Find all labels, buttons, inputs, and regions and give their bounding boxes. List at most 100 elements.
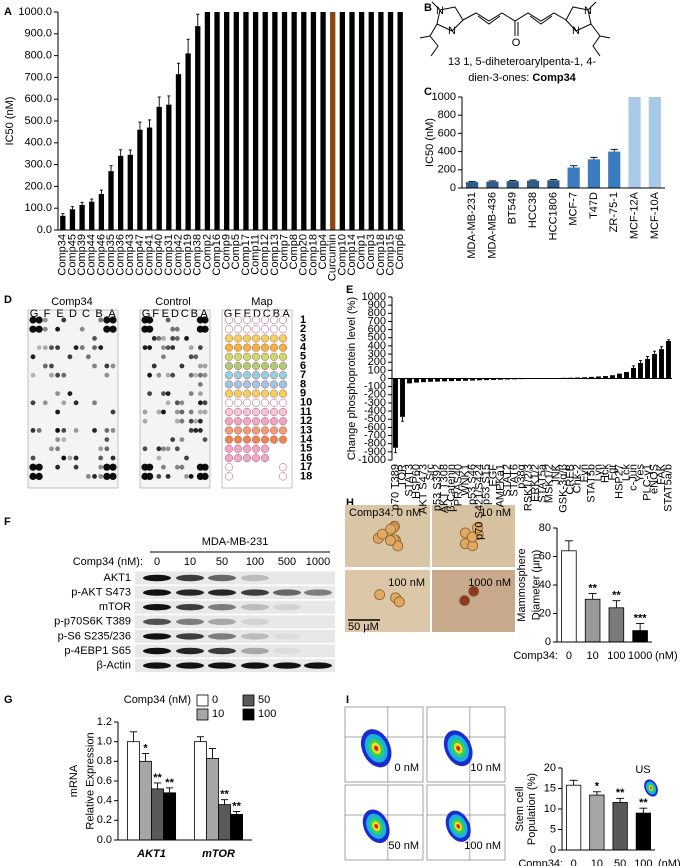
y-tick-label: 500 bbox=[368, 332, 386, 344]
array-map-spot bbox=[251, 371, 261, 380]
x-tick-label: Comp18 bbox=[307, 234, 319, 276]
y-tick-label: 600 bbox=[368, 324, 386, 336]
bar bbox=[491, 378, 496, 380]
array-map-spot bbox=[251, 315, 261, 325]
sec-butyl bbox=[590, 23, 601, 57]
blot-band bbox=[176, 662, 204, 669]
cell bbox=[392, 540, 404, 552]
array-column-label: C bbox=[181, 308, 189, 320]
bar bbox=[400, 378, 405, 417]
array-map-spot bbox=[224, 334, 234, 343]
y-tick-label: 0 bbox=[545, 636, 551, 648]
array-spot bbox=[184, 474, 189, 479]
array-spot bbox=[98, 455, 104, 461]
bar bbox=[79, 204, 85, 230]
x-tick-label: Comp11 bbox=[250, 234, 262, 275]
blot-strip bbox=[135, 615, 335, 629]
x-tick-label: p53 S46 bbox=[466, 464, 478, 505]
array-map-spot bbox=[224, 435, 234, 444]
double-bond bbox=[529, 15, 553, 25]
error-bar bbox=[138, 121, 142, 130]
array-map-spot bbox=[278, 417, 288, 426]
array-spot bbox=[29, 463, 37, 471]
bar bbox=[60, 215, 66, 230]
array-spot bbox=[35, 463, 43, 471]
bar bbox=[301, 12, 307, 230]
y-tick-label: 0.2 bbox=[97, 814, 112, 826]
x-tick-label: AKT T308 bbox=[438, 464, 450, 513]
array-map-spot bbox=[242, 407, 252, 417]
array-spot bbox=[85, 354, 91, 360]
blot-band bbox=[143, 618, 171, 625]
y-tick-label: 0.0 bbox=[97, 834, 112, 846]
x-tick-label: MDA-MB-231 bbox=[466, 192, 478, 259]
error-bar bbox=[80, 201, 84, 205]
array-spot bbox=[174, 418, 180, 424]
y-tick-label: 600 bbox=[438, 127, 456, 139]
x-tick-label: RSK1/2/3 bbox=[522, 464, 534, 511]
array-spot bbox=[184, 455, 189, 461]
array-spot bbox=[110, 455, 116, 461]
array-map-spot bbox=[269, 426, 279, 435]
x-unit: (nM) bbox=[655, 650, 678, 662]
bar bbox=[632, 630, 648, 643]
x-tick-label: Hck bbox=[599, 464, 611, 483]
array-map-spot bbox=[278, 435, 288, 444]
array-spot bbox=[201, 316, 209, 324]
x-tick-label: Fyn bbox=[578, 464, 590, 482]
blot-band bbox=[241, 604, 269, 611]
array-spot bbox=[98, 474, 104, 479]
array-spot bbox=[193, 354, 199, 360]
array-spot bbox=[35, 472, 43, 480]
x-tick-label: BT549 bbox=[507, 192, 519, 224]
array-map-spot bbox=[269, 325, 279, 334]
x-tick-label: PLC-γ1 bbox=[641, 464, 653, 501]
protein-label: mTOR bbox=[99, 601, 131, 613]
y-tick-label: -200 bbox=[364, 389, 386, 401]
array-column-label: B bbox=[95, 308, 102, 320]
y-tick-label: 0.0 bbox=[37, 224, 52, 236]
error-bar bbox=[129, 731, 138, 742]
blot-band bbox=[143, 574, 171, 582]
array-spot bbox=[161, 409, 166, 415]
array-spot bbox=[202, 400, 208, 406]
array-spot bbox=[165, 446, 171, 452]
array-spot bbox=[98, 446, 104, 452]
bar bbox=[69, 209, 76, 230]
array-spot bbox=[165, 372, 171, 378]
array-map-spot bbox=[242, 426, 252, 435]
array-map-spot bbox=[224, 453, 234, 463]
error-bar bbox=[660, 346, 663, 350]
legend-swatch bbox=[242, 708, 255, 721]
array-spot bbox=[109, 325, 117, 333]
array-spot bbox=[30, 455, 36, 461]
array-spot bbox=[156, 409, 162, 415]
array-spot bbox=[170, 437, 176, 442]
array-map-spot bbox=[278, 398, 288, 407]
blot-band bbox=[273, 633, 301, 640]
array-spot bbox=[35, 316, 43, 324]
bar bbox=[204, 12, 211, 230]
blot-band bbox=[208, 604, 236, 611]
array-map-spot bbox=[251, 325, 261, 334]
array-spot bbox=[42, 400, 48, 406]
y-tick-label: 1.2 bbox=[97, 716, 112, 728]
bar bbox=[484, 378, 489, 381]
array-map-spot bbox=[233, 371, 243, 380]
array-spot bbox=[174, 464, 180, 470]
y-tick-label: 800.0 bbox=[24, 50, 52, 62]
array-spot bbox=[197, 418, 203, 424]
array-spot bbox=[36, 428, 42, 433]
array-spot bbox=[146, 463, 154, 471]
error-bar bbox=[612, 600, 621, 608]
sec-butyl bbox=[429, 23, 439, 57]
array-spot bbox=[73, 464, 79, 470]
array-map-spot bbox=[242, 371, 252, 380]
blot-band bbox=[241, 589, 269, 596]
error-bar bbox=[590, 156, 598, 160]
x-tick-label: Comp6 bbox=[394, 234, 406, 269]
array-spot bbox=[179, 400, 185, 406]
array-map-spot bbox=[233, 389, 243, 398]
array-column-label: E bbox=[244, 308, 251, 320]
bar bbox=[281, 12, 288, 230]
